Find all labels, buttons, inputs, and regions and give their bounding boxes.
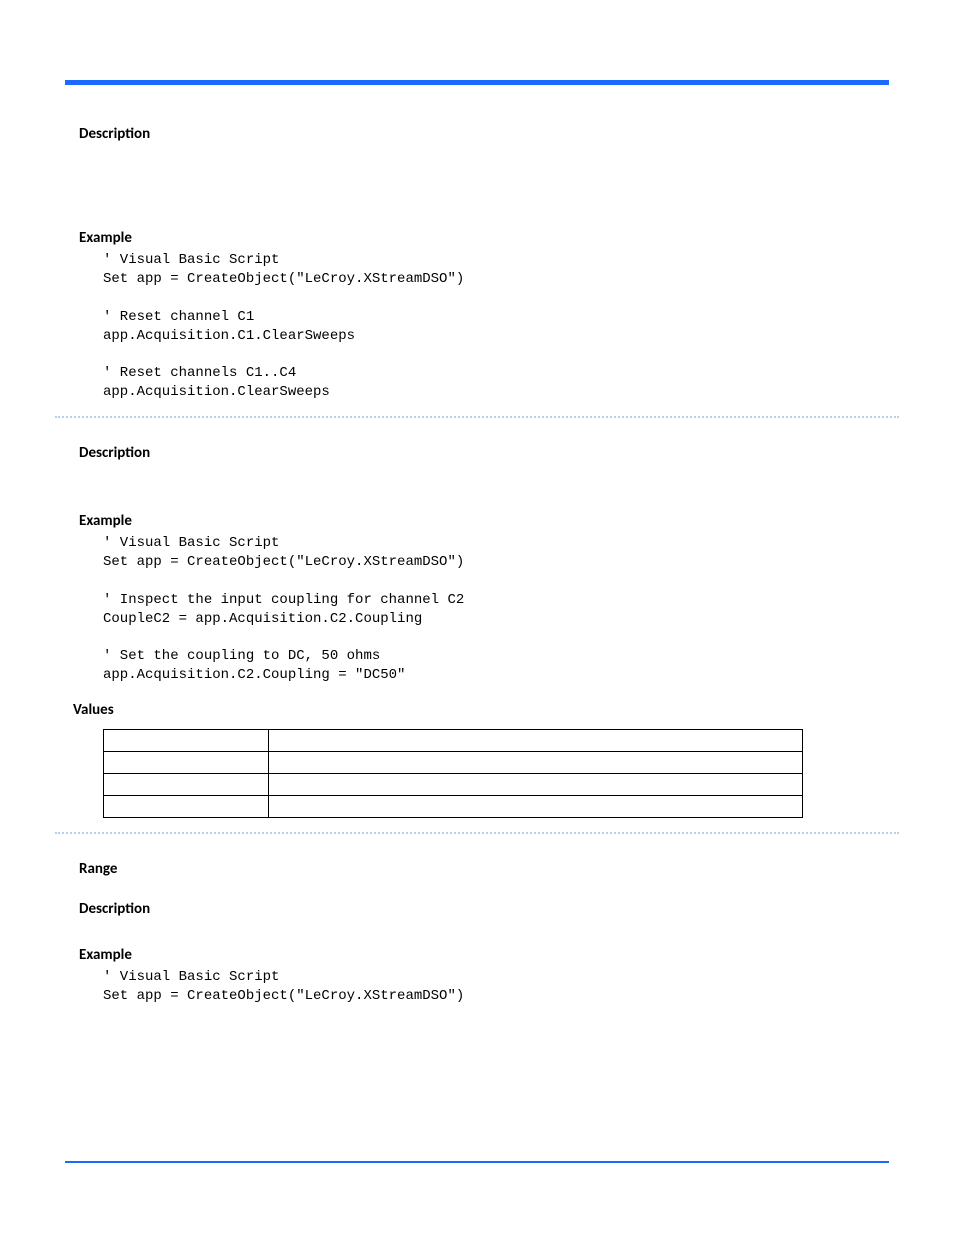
divider-1 xyxy=(55,416,899,418)
sec2-example-heading: Example xyxy=(79,512,889,530)
bottom-rule xyxy=(65,1161,889,1163)
spacer xyxy=(65,466,889,500)
sec2-code-block: ' Visual Basic Script Set app = CreateOb… xyxy=(103,534,889,685)
table-cell xyxy=(104,752,269,774)
table-cell xyxy=(269,796,803,818)
table-cell xyxy=(104,774,269,796)
sec3-description-heading: Description xyxy=(79,900,889,918)
spacer xyxy=(65,882,889,888)
table-cell xyxy=(104,730,269,752)
table-row xyxy=(104,730,803,752)
sec2-values-heading: Values xyxy=(73,701,889,719)
sec2-description-heading: Description xyxy=(79,444,889,462)
sec1-code-block: ' Visual Basic Script Set app = CreateOb… xyxy=(103,251,889,402)
table-row xyxy=(104,752,803,774)
sec1-description-heading: Description xyxy=(79,125,889,143)
table-row xyxy=(104,796,803,818)
values-table xyxy=(103,729,803,818)
sec3-range-heading: Range xyxy=(79,860,889,878)
top-rule xyxy=(65,80,889,85)
table-row xyxy=(104,774,803,796)
sec3-example-heading: Example xyxy=(79,946,889,964)
spacer xyxy=(65,922,889,934)
table-cell xyxy=(269,730,803,752)
table-cell xyxy=(104,796,269,818)
page-container: Description Example ' Visual Basic Scrip… xyxy=(0,0,954,1235)
table-cell xyxy=(269,774,803,796)
sec1-example-heading: Example xyxy=(79,229,889,247)
divider-2 xyxy=(55,832,899,834)
sec3-code-block: ' Visual Basic Script Set app = CreateOb… xyxy=(103,968,889,1006)
table-cell xyxy=(269,752,803,774)
spacer xyxy=(65,147,889,217)
